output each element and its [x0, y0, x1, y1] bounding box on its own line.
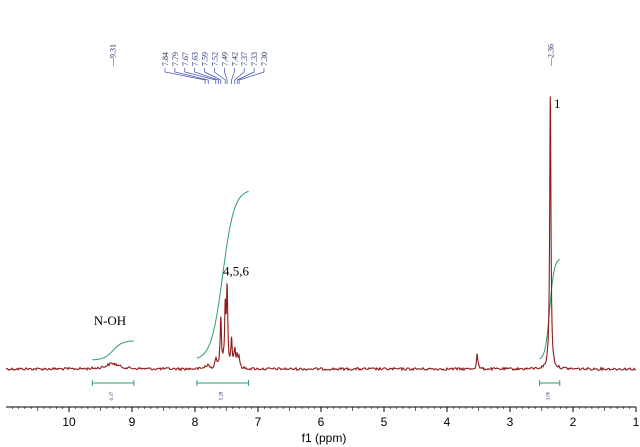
peak-connector [231, 68, 235, 84]
peak-label: 7.84 [161, 52, 170, 66]
x-tick-label: 2 [570, 415, 577, 429]
peak-label: —9.31 [108, 44, 117, 67]
x-tick-label: 5 [381, 415, 388, 429]
peak-annotation: 4,5,6 [223, 264, 250, 279]
peak-connector [238, 68, 265, 84]
peak-label: 7.67 [181, 52, 190, 66]
peak-connector [164, 68, 206, 84]
integral-layer: 0.37 5.28 3.00 [91, 190, 561, 400]
peak-annotation: N-OH [94, 313, 127, 328]
peak-label: 7.37 [240, 52, 249, 66]
peak-label: —2.36 [546, 44, 555, 67]
integral-curve [196, 190, 249, 359]
x-tick-label: 10 [62, 415, 76, 429]
peak-label: 7.79 [171, 52, 180, 66]
peak-connector [184, 68, 217, 84]
x-axis: 10 9 8 7 6 5 4 3 2 1 [6, 406, 640, 429]
peak-connector [214, 68, 226, 84]
x-tick-label: 9 [129, 415, 136, 429]
peak-connector [204, 68, 222, 84]
peak-connector [236, 68, 255, 84]
peak-connector [224, 68, 228, 84]
peak-label: 7.42 [230, 52, 239, 66]
peak-label: 7.59 [201, 52, 210, 66]
x-tick-label: 7 [255, 415, 262, 429]
peak-annotation: 1 [554, 96, 561, 111]
x-tick-label: 4 [444, 415, 451, 429]
peak-label: 7.49 [220, 52, 229, 66]
peak-label: 7.52 [211, 52, 220, 66]
peak-label-layer: —9.31 —2.367.84 7.79 7.67 7.63 7.59 7.52 7.49 7.… [108, 44, 555, 84]
peak-label: 7.33 [250, 52, 259, 66]
spectrum-line [5, 96, 637, 372]
integral-value: 3.00 [547, 391, 552, 400]
peak-connector [194, 68, 219, 84]
peak-connector [234, 68, 245, 84]
x-tick-label: 1 [633, 415, 640, 429]
peak-label: 7.30 [260, 52, 269, 66]
annotation-layer: N-OH 4,5,6 1 [94, 96, 561, 328]
x-tick-label: 8 [192, 415, 199, 429]
integral-curve [539, 258, 561, 360]
x-tick-label: 3 [507, 415, 514, 429]
x-axis-title: f1 (ppm) [302, 431, 347, 445]
integral-value: 5.28 [220, 391, 225, 400]
integral-curve [92, 340, 134, 361]
peak-label: 7.63 [191, 52, 200, 66]
peak-connector [174, 68, 209, 84]
integral-value: 0.37 [110, 391, 115, 400]
x-tick-label: 6 [318, 415, 325, 429]
